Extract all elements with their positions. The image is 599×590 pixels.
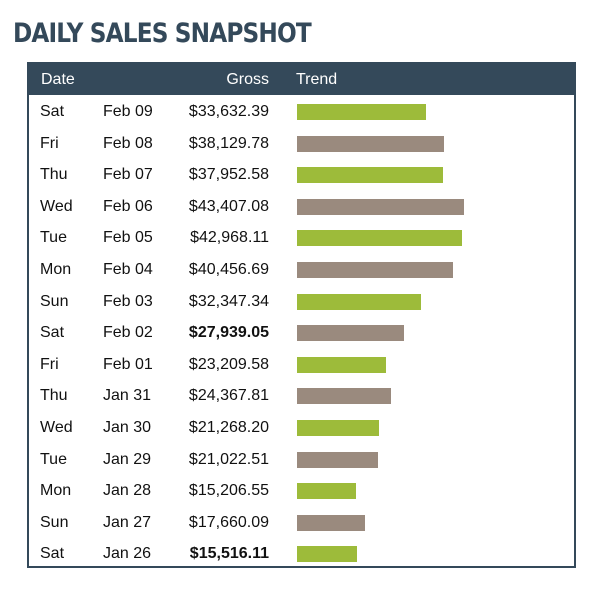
row-gross: $38,129.78 <box>188 134 269 152</box>
trend-bar <box>297 546 357 563</box>
row-day: Thu <box>40 166 68 184</box>
row-day: Mon <box>40 482 72 500</box>
table-row: Sat Feb 02 $27,939.05 <box>29 317 574 348</box>
row-day: Sun <box>40 513 69 531</box>
trend-bar <box>297 420 379 436</box>
trend-bar <box>297 388 391 405</box>
trend-bar <box>297 135 444 152</box>
row-day: Sat <box>40 103 65 120</box>
row-gross: $27,939.05 <box>188 324 269 342</box>
row-day: Sat <box>40 545 65 563</box>
table-row: Tue Jan 29 $21,022.51 <box>29 444 574 475</box>
table-row: Thu Feb 07 $37,952.58 <box>29 159 574 190</box>
table-header: Date Gross Trend <box>29 64 574 95</box>
table-row: Wed Feb 06 $43,407.08 <box>29 191 574 222</box>
table-row: Thu Jan 31 $24,367.81 <box>29 380 574 411</box>
row-day: Mon <box>40 261 72 278</box>
row-date: Feb 06 <box>103 197 153 215</box>
row-gross: $21,268.20 <box>188 419 269 436</box>
trend-bar <box>297 104 426 120</box>
trend-bar <box>297 325 404 342</box>
trend-bar <box>297 262 453 278</box>
table-row: Fri Feb 01 $23,209.58 <box>29 349 574 380</box>
table-row: Fri Feb 08 $38,129.78 <box>29 128 574 159</box>
row-date: Feb 08 <box>103 134 153 152</box>
row-day: Thu <box>40 387 68 405</box>
header-trend: Trend <box>296 71 338 88</box>
row-gross: $17,660.09 <box>188 513 269 531</box>
row-gross: $21,022.51 <box>188 450 269 468</box>
table-row: Wed Jan 30 $21,268.20 <box>29 412 574 443</box>
row-date: Feb 03 <box>103 292 153 310</box>
table-row: Mon Feb 04 $40,456.69 <box>29 254 574 285</box>
header-date: Date <box>41 71 75 88</box>
row-gross: $43,407.08 <box>188 197 269 215</box>
trend-bar <box>297 230 462 247</box>
table-row: Tue Feb 05 $42,968.11 <box>29 222 574 253</box>
table-row: Sun Jan 27 $17,660.09 <box>29 507 574 538</box>
row-day: Fri <box>40 355 59 373</box>
row-gross: $37,952.58 <box>188 166 269 184</box>
page-title: DAILY SALES SNAPSHOT <box>13 18 312 49</box>
row-day: Fri <box>40 134 59 152</box>
table-row: Mon Jan 28 $15,206.55 <box>29 475 574 506</box>
row-day: Sun <box>40 292 69 310</box>
trend-bar <box>297 514 365 531</box>
row-gross: $40,456.69 <box>188 261 269 278</box>
row-date: Feb 01 <box>103 355 153 373</box>
row-gross: $15,206.55 <box>188 482 269 500</box>
row-gross: $32,347.34 <box>188 292 269 310</box>
row-gross: $33,632.39 <box>188 103 269 120</box>
table-row: Sat Jan 26 $15,516.11 <box>29 538 574 569</box>
trend-bar <box>297 167 443 184</box>
trend-bar <box>297 483 356 500</box>
row-date: Feb 09 <box>103 103 153 120</box>
table-row: Sun Feb 03 $32,347.34 <box>29 286 574 317</box>
row-gross: $42,968.11 <box>190 229 269 247</box>
header-gross: Gross <box>226 71 269 88</box>
row-date: Jan 31 <box>103 387 152 405</box>
row-day: Tue <box>40 229 67 247</box>
row-date: Feb 04 <box>103 261 153 278</box>
row-day: Wed <box>40 419 73 436</box>
trend-bar <box>297 451 378 468</box>
row-date: Feb 05 <box>103 229 153 247</box>
row-gross: $23,209.58 <box>188 355 269 373</box>
row-date: Jan 30 <box>103 419 152 436</box>
row-date: Jan 28 <box>103 482 152 500</box>
row-gross: $24,367.81 <box>188 387 269 405</box>
table-row: Sat Feb 09 $33,632.39 <box>29 96 574 127</box>
row-date: Jan 29 <box>103 450 152 468</box>
row-day: Tue <box>40 450 67 468</box>
row-date: Jan 26 <box>103 545 152 563</box>
row-day: Wed <box>40 197 73 215</box>
sales-table: Date Gross Trend Sat Feb 09 $33,632.39 Fri F… <box>27 62 576 568</box>
row-date: Feb 07 <box>103 166 153 184</box>
row-day: Sat <box>40 324 65 342</box>
trend-bar <box>297 198 464 215</box>
trend-bar <box>297 293 421 310</box>
row-date: Jan 27 <box>103 513 152 531</box>
row-date: Feb 02 <box>103 324 153 342</box>
row-gross: $15,516.11 <box>189 545 269 563</box>
trend-bar <box>297 356 386 373</box>
